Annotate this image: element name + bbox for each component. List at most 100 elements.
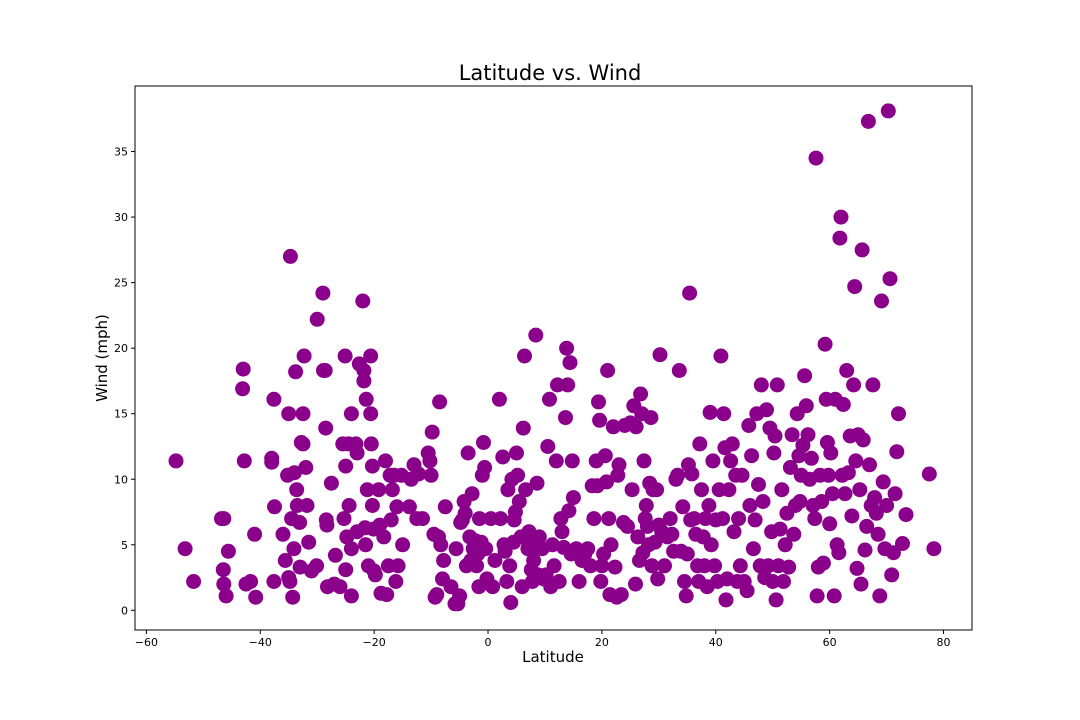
data-point [797,368,813,384]
data-point [786,526,802,542]
data-point [215,562,231,578]
data-point [705,453,721,469]
data-point [874,293,889,309]
data-point [423,467,439,483]
data-point [546,558,562,574]
data-point [815,555,831,571]
data-markers [168,103,942,612]
data-point [266,574,282,589]
data-point [889,444,905,460]
data-point [282,248,298,264]
data-point [295,406,311,422]
y-tick-label: 15 [114,408,128,421]
data-point [358,391,374,407]
data-point [885,545,901,561]
x-tick-label: −20 [363,636,386,649]
data-point [509,445,524,461]
data-point [624,482,640,498]
data-point [422,453,438,469]
data-point [774,482,790,498]
data-point [611,457,627,473]
data-point [317,363,333,378]
data-point [315,285,331,301]
data-point [586,511,602,527]
data-point [235,361,251,377]
data-point [759,402,774,418]
data-point [510,467,526,483]
data-point [277,553,293,568]
data-point [747,512,763,528]
data-point [784,427,800,443]
data-point [657,558,672,574]
data-point [561,503,577,519]
data-point [364,498,380,513]
data-point [487,553,503,568]
data-point [560,377,576,393]
data-point [432,394,448,410]
data-point [389,499,405,515]
data-point [847,279,863,295]
data-point [745,541,761,557]
data-point [502,558,518,574]
data-point [571,574,587,589]
data-point [364,458,380,474]
data-point [652,347,668,363]
y-tick-label: 5 [121,539,128,552]
data-point [823,445,839,461]
data-point [247,526,263,542]
data-point [371,482,387,498]
data-point [921,466,937,482]
data-point [564,453,580,469]
data-point [855,432,871,448]
data-point [243,574,259,589]
data-point [559,340,575,356]
data-point [472,511,487,527]
data-point [379,587,395,603]
data-point [296,348,312,364]
data-point [772,521,788,537]
data-point [713,348,729,364]
data-point [599,474,614,490]
data-point [493,511,508,527]
data-point [854,242,870,258]
data-point [628,419,644,435]
data-point [597,448,613,464]
data-point [679,546,695,562]
data-point [264,454,280,470]
data-point [363,406,379,422]
data-point [220,543,236,559]
data-point [289,482,305,498]
data-point [580,541,596,557]
data-point [355,293,371,309]
data-point [372,517,388,533]
x-tick-label: 60 [823,636,837,649]
data-point [826,588,842,604]
data-point [865,377,881,393]
data-point [809,588,825,604]
data-point [363,348,379,364]
data-point [662,511,678,527]
data-point [835,397,851,412]
data-point [511,494,527,509]
data-point [309,311,325,327]
data-point [702,404,718,420]
data-point [898,507,914,523]
data-point [337,348,353,364]
data-point [639,518,655,534]
data-point [583,558,598,574]
data-point [926,541,942,557]
data-point [319,517,335,533]
x-tick-label: −40 [249,636,272,649]
x-tick-label: −60 [135,636,158,649]
data-point [327,547,343,563]
data-point [701,498,717,513]
data-point [383,512,399,528]
data-point [630,529,646,545]
data-point [879,498,895,513]
data-point [633,386,649,402]
data-point [846,377,862,393]
data-point [678,588,694,604]
data-point [839,363,855,378]
data-point [671,363,687,378]
data-point [429,587,445,603]
